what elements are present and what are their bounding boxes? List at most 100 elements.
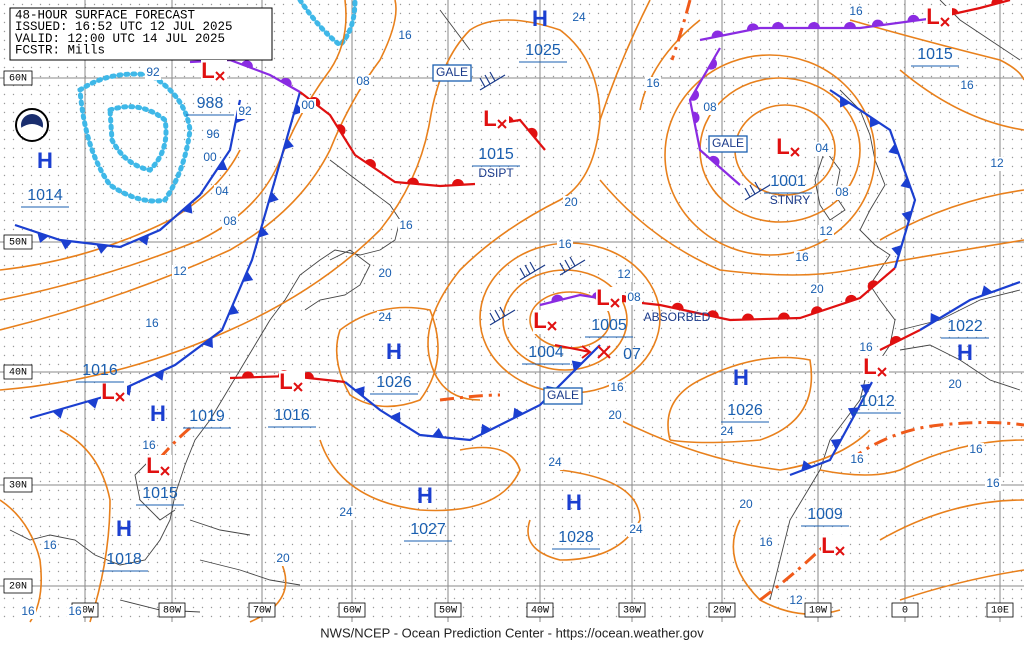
low-pressure: 1015 — [917, 46, 953, 63]
front-semicircle — [844, 22, 856, 28]
front-triangle — [228, 304, 240, 316]
low-symbol: L — [863, 354, 876, 379]
isobar-label-bg — [222, 215, 238, 229]
isobar-label-bg — [609, 381, 625, 395]
isobar-label-bg — [571, 11, 587, 25]
isobar-label: 24 — [339, 505, 353, 519]
front-triangle — [153, 370, 165, 381]
lon-label: 70W — [253, 606, 271, 617]
front-triangle — [52, 408, 64, 419]
footer-band — [0, 622, 1024, 652]
gale-box — [543, 387, 583, 405]
isobar-label: 24 — [548, 455, 562, 469]
front-semicircle — [746, 23, 759, 31]
isobar-label-bg — [202, 151, 218, 165]
front-triangle — [86, 398, 99, 409]
low-pressure: 1005 — [591, 317, 627, 334]
isobar-label-bg — [719, 425, 735, 439]
front-triangle — [202, 337, 213, 348]
low-pressure: 1015 — [142, 485, 178, 502]
isobar-label-bg — [788, 594, 804, 608]
header-box — [9, 7, 273, 61]
lon-label: 60W — [343, 606, 361, 617]
front-triangle — [900, 177, 911, 189]
isobar-label: 16 — [398, 28, 412, 42]
front-semicircle — [777, 312, 790, 319]
footer-credit: NWS/NCEP - Ocean Prediction Center - htt… — [320, 625, 704, 640]
isobar-label-bg — [616, 268, 632, 282]
annotation: 07 — [623, 346, 641, 363]
lon-label-box — [526, 602, 554, 618]
isobar-label: 12 — [819, 224, 833, 238]
isobar-label-bg — [809, 283, 825, 297]
high-pressure: 1014 — [27, 187, 63, 204]
annotation: DSIPT — [478, 166, 514, 180]
isobar-label: 20 — [739, 497, 753, 511]
isobar-label: 16 — [610, 380, 624, 394]
low-symbol: L — [926, 4, 939, 29]
gale-label: GALE — [712, 136, 744, 150]
front-semicircle — [708, 58, 718, 70]
warm-front — [688, 47, 741, 186]
isobar-label-bg — [858, 341, 874, 355]
isobar-label-bg — [355, 75, 371, 89]
high-pressure: 1026 — [727, 402, 763, 419]
isobar-label: 04 — [215, 184, 229, 198]
isobar-label-bg — [547, 456, 563, 470]
low-x — [497, 119, 507, 129]
motion-arrow — [554, 344, 592, 359]
lat-label: 30N — [9, 481, 27, 492]
lon-label: 10W — [809, 606, 827, 617]
stipple-area — [77, 0, 358, 204]
isobar-label: 12 — [173, 264, 187, 278]
front-triangle — [930, 313, 941, 324]
low-pressure: 1012 — [859, 393, 895, 410]
header-line: VALID: 12:00 UTC 14 JUL 2025 — [15, 32, 225, 46]
low-x — [115, 392, 125, 402]
lon-label-box — [248, 602, 276, 618]
high-symbol: H — [37, 148, 53, 173]
isobar-label: 00 — [203, 150, 217, 164]
wind-barb — [489, 306, 516, 326]
low-symbol: L — [201, 58, 214, 83]
high-symbol: H — [417, 483, 433, 508]
front-semicircle — [907, 14, 920, 22]
low-symbol: L — [483, 106, 496, 131]
isobar-label: 16 — [145, 316, 159, 330]
isobar-label: 92 — [238, 104, 252, 118]
high-symbol: H — [566, 490, 582, 515]
high-pressure: 1018 — [106, 551, 142, 568]
lon-label: 10E — [991, 606, 1009, 617]
isobar-label: 08 — [223, 214, 237, 228]
lat-label: 40N — [9, 368, 27, 379]
lon-label: 0 — [902, 606, 908, 617]
front-semicircle — [741, 313, 754, 320]
high-symbol: H — [116, 516, 132, 541]
low-symbol: L — [533, 308, 546, 333]
low-pressure: 1009 — [807, 506, 843, 523]
high-pressure: 1019 — [189, 408, 225, 425]
isobar-label: 24 — [629, 522, 643, 536]
isobar-label-bg — [300, 99, 316, 113]
isobar-label-bg — [947, 378, 963, 392]
front-triangle — [870, 116, 881, 128]
isobar-label-bg — [607, 409, 623, 423]
isobar-label: 00 — [301, 98, 315, 112]
front-semicircle — [364, 159, 376, 169]
isobar-label-bg — [818, 225, 834, 239]
low-pressure: 988 — [197, 95, 224, 112]
isobar-label-bg — [814, 142, 830, 156]
high-symbol: H — [532, 6, 548, 31]
coastlines — [9, 0, 1021, 613]
front-triangle — [242, 271, 254, 283]
isobar-label-bg — [758, 536, 774, 550]
high-symbol: H — [733, 365, 749, 390]
lat-label-box — [3, 477, 33, 493]
isobar-label: 16 — [986, 476, 1000, 490]
front-semicircle — [808, 22, 820, 28]
isobar-label: 16 — [759, 535, 773, 549]
lon-label-box — [708, 602, 736, 618]
isobar-label-bg — [237, 105, 253, 119]
noaa-logo — [15, 108, 49, 142]
